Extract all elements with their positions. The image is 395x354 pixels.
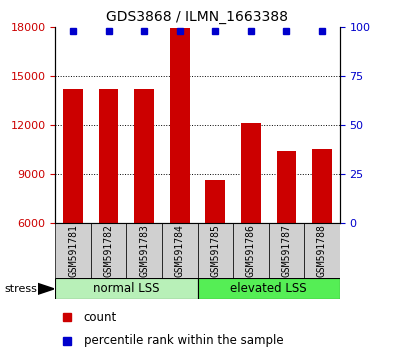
Bar xyxy=(55,278,198,299)
Text: percentile rank within the sample: percentile rank within the sample xyxy=(84,334,283,347)
Bar xyxy=(91,223,126,278)
Text: stress: stress xyxy=(4,284,37,294)
Bar xyxy=(205,181,225,223)
Bar xyxy=(312,149,332,223)
Bar xyxy=(170,28,190,223)
Bar xyxy=(269,223,304,278)
Polygon shape xyxy=(38,283,54,295)
Bar xyxy=(198,223,233,278)
Bar xyxy=(63,89,83,223)
Text: GSM591784: GSM591784 xyxy=(175,224,185,277)
Text: count: count xyxy=(84,310,117,324)
Text: GSM591788: GSM591788 xyxy=(317,224,327,277)
Text: GSM591787: GSM591787 xyxy=(281,224,292,277)
Text: GSM591785: GSM591785 xyxy=(210,224,220,277)
Bar xyxy=(99,89,118,223)
Text: normal LSS: normal LSS xyxy=(93,282,160,295)
Bar xyxy=(162,223,198,278)
Bar xyxy=(241,123,261,223)
Text: GSM591782: GSM591782 xyxy=(103,224,114,277)
Bar xyxy=(276,151,296,223)
Text: GSM591783: GSM591783 xyxy=(139,224,149,277)
Text: GSM591781: GSM591781 xyxy=(68,224,78,277)
Title: GDS3868 / ILMN_1663388: GDS3868 / ILMN_1663388 xyxy=(107,10,288,24)
Bar xyxy=(134,89,154,223)
Text: GSM591786: GSM591786 xyxy=(246,224,256,277)
Bar xyxy=(233,223,269,278)
Bar xyxy=(55,223,91,278)
Bar xyxy=(304,223,340,278)
Bar xyxy=(198,278,340,299)
Text: elevated LSS: elevated LSS xyxy=(230,282,307,295)
Bar xyxy=(126,223,162,278)
